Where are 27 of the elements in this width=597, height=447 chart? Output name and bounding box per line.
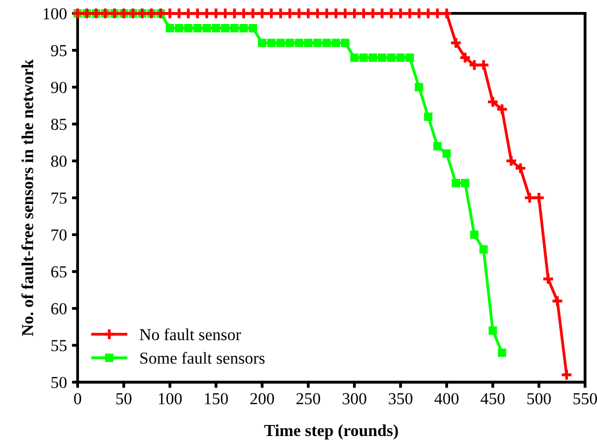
x-tick-label: 150 [204, 393, 228, 404]
x-tick-label: 50 [116, 393, 132, 404]
y-tick-label: 95 [51, 45, 67, 56]
y-tick-label: 60 [51, 303, 67, 314]
y-tick-label: 75 [52, 192, 67, 204]
y-tick-label: 80 [51, 156, 67, 167]
legend-label: No fault sensor [140, 328, 241, 340]
x-tick-label: 450 [480, 393, 505, 404]
y-tick-label: 100 [44, 8, 67, 20]
x-tick-label: 350 [388, 393, 412, 404]
y-tick-label: 55 [51, 340, 67, 352]
legend-label: Some fault sensors [140, 352, 265, 364]
x-tick-label: 200 [250, 393, 274, 404]
y-tick-label: 50 [51, 376, 67, 388]
x-axis-title: Time step (rounds) [264, 424, 398, 440]
y-axis-title: No. of fault-free sensors in the network [21, 59, 34, 336]
x-tick-label: 400 [434, 393, 459, 404]
x-tick-label: 0 [74, 393, 82, 404]
x-tick-label: 300 [342, 393, 366, 404]
y-tick-label: 65 [51, 266, 67, 278]
y-tick-label: 70 [52, 229, 67, 241]
x-tick-label: 250 [296, 393, 320, 404]
y-tick-label: 90 [51, 82, 67, 94]
x-tick-label: 100 [158, 393, 182, 404]
x-tick-label: 500 [527, 393, 551, 404]
y-tick-label: 85 [51, 118, 67, 130]
x-tick-label: 550 [574, 393, 597, 404]
